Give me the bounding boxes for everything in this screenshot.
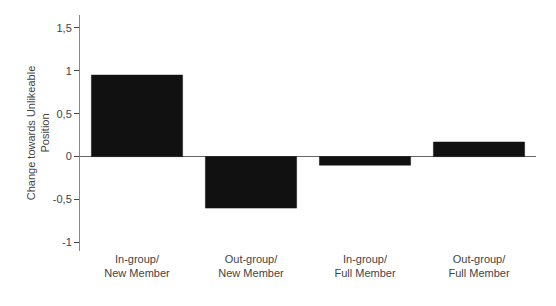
svg-text:Out-group/New Member: Out-group/New Member [218, 253, 284, 279]
svg-text:-1: -1 [62, 236, 72, 248]
svg-text:1: 1 [66, 65, 72, 77]
svg-text:0: 0 [66, 150, 72, 162]
svg-text:In-group/New Member: In-group/New Member [104, 253, 170, 279]
svg-text:1,5: 1,5 [57, 22, 72, 34]
svg-text:-0,5: -0,5 [53, 193, 72, 205]
svg-text:In-group/Full Member: In-group/Full Member [334, 253, 395, 279]
svg-text:Out-group/Full Member: Out-group/Full Member [448, 253, 509, 279]
svg-text:Change towards UnlikeablePosit: Change towards UnlikeablePosition [25, 66, 51, 201]
svg-text:0,5: 0,5 [57, 108, 72, 120]
